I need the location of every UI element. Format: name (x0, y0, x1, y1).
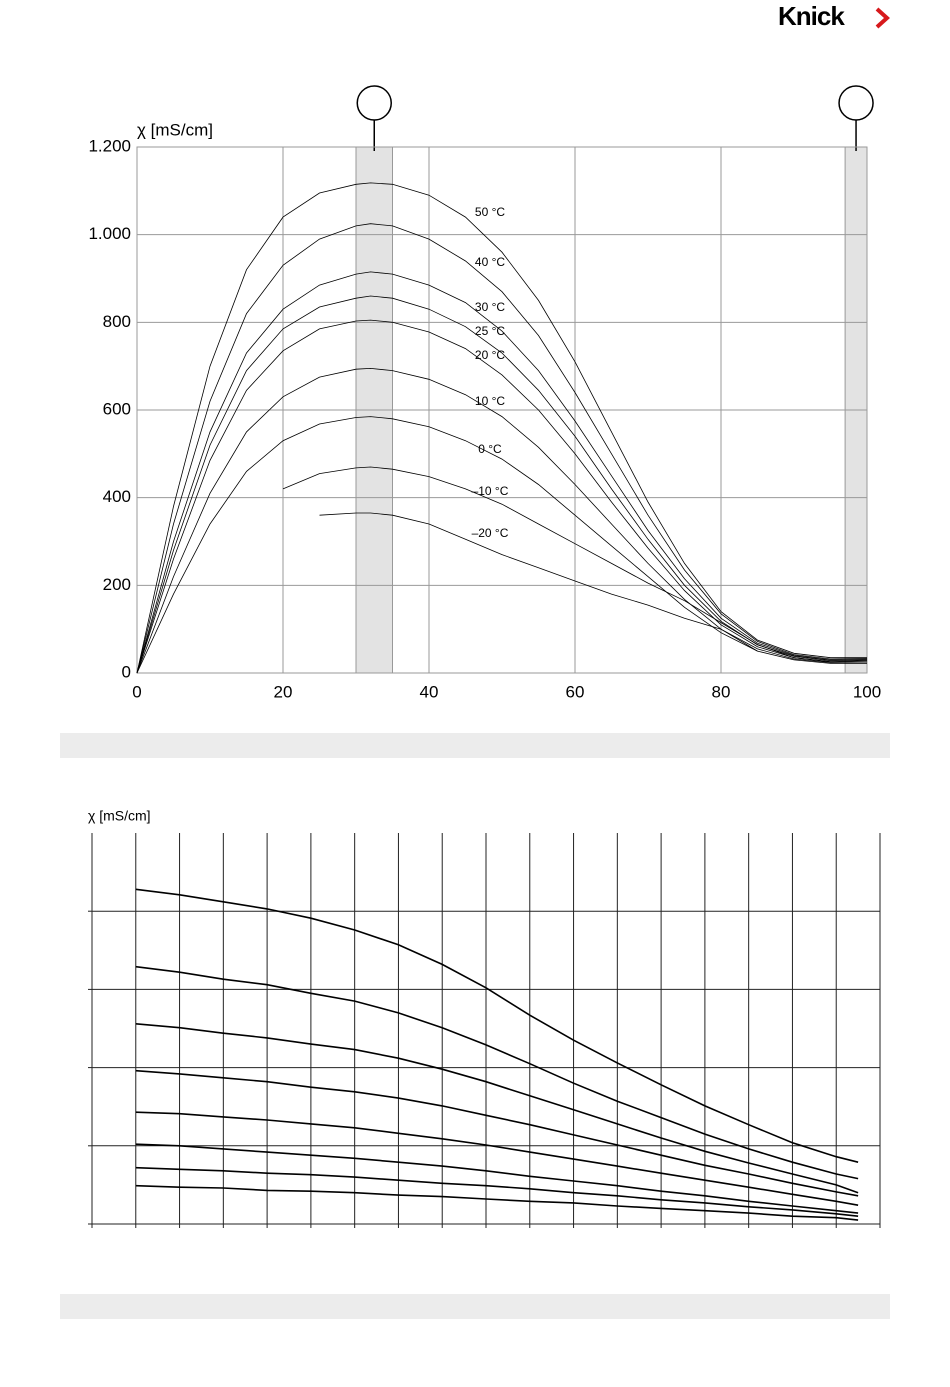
series-line (282, 466, 867, 663)
series-line (135, 1111, 859, 1206)
x-tick-label: 80 (712, 682, 731, 701)
y-tick-label: 1.200 (88, 136, 131, 155)
series-line (135, 888, 859, 1163)
series-label: 0 °C (478, 442, 502, 456)
series-label: 25 °C (475, 324, 505, 338)
series-line (319, 512, 758, 652)
series-line (135, 1069, 859, 1197)
y-axis-label: χ [mS/cm] (88, 808, 151, 824)
series-line (135, 1023, 859, 1194)
y-tick-label: 800 (103, 312, 131, 331)
plot-frame (136, 146, 868, 674)
series-label: 30 °C (475, 300, 505, 314)
x-tick-label: 0 (132, 682, 141, 701)
y-tick-label: 0 (122, 662, 131, 681)
series-label: 20 °C (475, 348, 505, 362)
series-line (136, 182, 867, 674)
series-line (136, 319, 868, 674)
series-label: –10 °C (472, 484, 509, 498)
x-tick-label: 100 (853, 682, 881, 701)
series-line (135, 1184, 859, 1221)
series-line (136, 223, 868, 674)
series-label: 10 °C (475, 394, 505, 408)
caption-bar (60, 1294, 890, 1319)
caption-bar (60, 733, 890, 758)
brand-chevron (875, 7, 890, 29)
series-line (136, 271, 868, 674)
callout-circle (356, 85, 392, 121)
y-tick-label: 600 (103, 399, 131, 418)
x-tick-label: 40 (420, 682, 439, 701)
brand: Knick (778, 1, 845, 31)
series-line (135, 1166, 859, 1217)
callout-circle (838, 85, 874, 121)
series-line (135, 1143, 859, 1214)
series-label: 40 °C (475, 255, 505, 269)
series-line (136, 416, 867, 674)
y-tick-label: 400 (103, 487, 131, 506)
x-tick-label: 20 (274, 682, 293, 701)
series-line (135, 965, 859, 1180)
y-tick-label: 1.000 (88, 224, 131, 243)
series-label: 50 °C (475, 205, 505, 219)
y-tick-label: 200 (103, 575, 131, 594)
x-tick-label: 60 (566, 682, 585, 701)
series-line (136, 367, 868, 674)
y-axis-label: χ [mS/cm] (137, 120, 213, 139)
series-label: –20 °C (472, 526, 509, 540)
